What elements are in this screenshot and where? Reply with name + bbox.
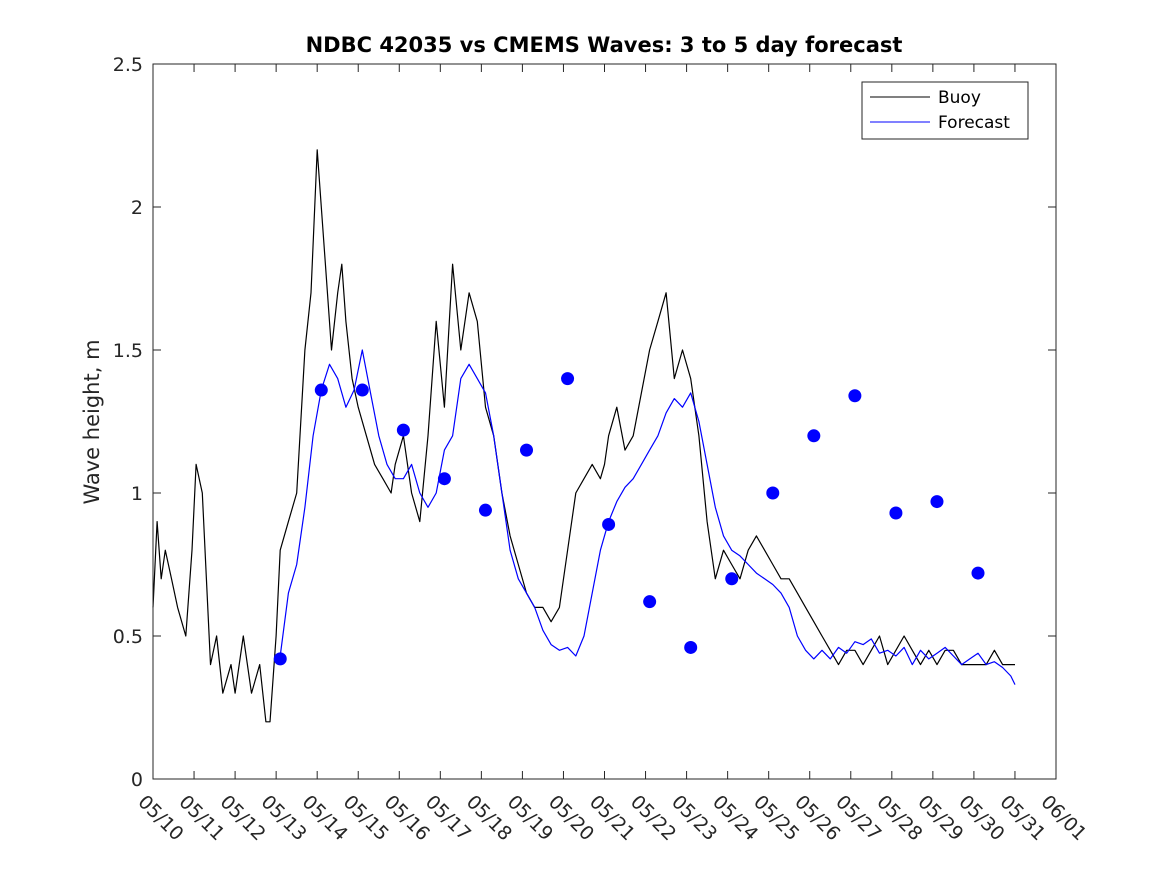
x-tick-label: 05/17 [421,791,475,845]
chart-title: NDBC 42035 vs CMEMS Waves: 3 to 5 day fo… [306,33,903,57]
plot-area [152,63,1057,780]
x-tick-label: 05/27 [831,791,885,845]
legend-box [861,81,1029,140]
forecast-marker [396,423,410,437]
forecast-marker [889,506,903,520]
buoy-line [152,149,1015,723]
forecast-marker [766,486,780,500]
forecast-marker [725,572,739,586]
forecast-marker [807,429,821,443]
x-tick-label: 05/29 [913,791,967,845]
y-tick-label: 2.5 [113,54,143,76]
forecast-marker [684,640,698,654]
forecast-marker [355,383,369,397]
x-tick-label: 05/22 [626,791,680,845]
x-tick-label: 05/14 [298,791,352,845]
forecast-marker [314,383,328,397]
y-axis-label: Wave height, m [80,339,104,504]
x-tick-label: 05/21 [585,791,639,845]
y-tick-label: 0 [131,769,143,791]
x-tick-label: 05/26 [790,791,844,845]
legend: Buoy Forecast [861,81,1029,140]
forecast-marker [561,372,575,386]
y-tick-label: 1 [131,483,143,505]
series-layer [152,149,1016,723]
forecast-line [279,349,1016,685]
forecast-marker [478,503,492,517]
x-tick-label: 05/18 [462,791,516,845]
x-tick-label: 05/24 [708,791,762,845]
forecast-marker [930,495,944,509]
forecast-marker [602,517,616,531]
x-tick-label: 05/25 [749,791,803,845]
forecast-marker [520,443,534,457]
forecast-marker [848,389,862,403]
legend-buoy-label: Buoy [938,88,981,108]
x-tick-label: 05/16 [380,791,434,845]
x-tick-label: 05/11 [175,791,229,845]
x-tick-label: 05/30 [954,791,1008,845]
x-tick-label: 05/20 [544,791,598,845]
x-tick-label: 05/28 [872,791,926,845]
x-tick-label: 05/12 [216,791,270,845]
x-tick-label: 05/23 [667,791,721,845]
x-tick-label: 05/10 [133,791,187,845]
forecast-marker [437,472,451,486]
y-axis: 0 0.5 1 1.5 2 2.5 [113,54,1056,791]
legend-forecast-label: Forecast [938,113,1010,133]
y-tick-label: 0.5 [113,626,143,648]
y-tick-label: 1.5 [113,340,143,362]
forecast-marker [971,566,985,580]
x-tick-label: 06/01 [1036,791,1090,845]
forecast-marker [643,595,657,609]
x-axis: 05/1005/1105/1205/1305/1405/1505/1605/17… [133,64,1091,845]
x-tick-label: 05/31 [995,791,1049,845]
x-tick-label: 05/15 [339,791,393,845]
x-tick-label: 05/19 [503,791,557,845]
y-tick-label: 2 [131,197,143,219]
forecast-marker [273,652,287,666]
x-tick-label: 05/13 [257,791,311,845]
